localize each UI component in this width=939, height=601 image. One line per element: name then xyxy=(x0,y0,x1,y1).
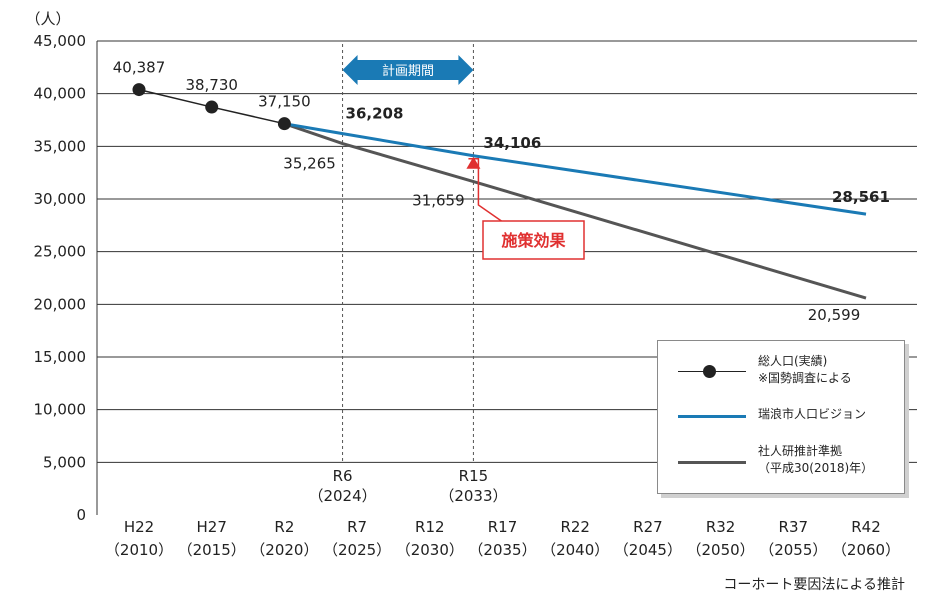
legend-label-vision: 瑞浪市人口ビジョン xyxy=(758,407,867,421)
y-tick-label: 40,000 xyxy=(34,85,87,103)
legend-label-ipss: 社人研推計準拠 xyxy=(758,444,843,458)
data-point xyxy=(205,100,219,114)
policy-effect: 施策効果 xyxy=(466,156,585,260)
x-tick-code: R22 xyxy=(560,518,590,536)
y-tick-label: 10,000 xyxy=(34,401,87,419)
data-label: 38,730 xyxy=(185,76,238,94)
x-tick-year: （2020） xyxy=(250,541,318,559)
y-tick-label: 20,000 xyxy=(34,295,87,313)
legend-label-actual: 総人口(実績) xyxy=(758,354,828,368)
data-label: 36,208 xyxy=(346,105,404,123)
x-tick-year: （2025） xyxy=(323,541,391,559)
legend-swatch-ipss xyxy=(678,461,746,464)
legend-item-vision: 瑞浪市人口ビジョン xyxy=(658,393,904,437)
legend: 総人口(実績) ※国勢調査による 瑞浪市人口ビジョン 社人研推計準拠 （平成30… xyxy=(657,340,905,494)
series-lines xyxy=(132,83,867,300)
x-tick-code: R32 xyxy=(706,518,736,536)
y-tick-label: 35,000 xyxy=(34,137,87,155)
series-line xyxy=(283,122,867,300)
plan-period-label: 計画期間 xyxy=(382,63,434,79)
plan-period-arrow xyxy=(342,55,474,85)
x-tick-year: （2010） xyxy=(105,541,173,559)
data-label: 35,265 xyxy=(283,155,336,173)
policy-effect-box xyxy=(482,220,585,260)
x-tick-code: R27 xyxy=(633,518,663,536)
x-tick-year: （2015） xyxy=(178,541,246,559)
y-tick-label: 15,000 xyxy=(34,348,87,366)
x-tick-year: （2050） xyxy=(687,541,755,559)
x-tick-year: （2030） xyxy=(396,541,464,559)
legend-item-actual: 総人口(実績) ※国勢調査による xyxy=(658,349,904,393)
y-axis-ticks: 0 5,000 10,000 15,000 20,000 25,000 30,000 35,0… xyxy=(34,32,87,524)
x-tick-year: （2035） xyxy=(468,541,536,559)
x-tick-year: （2045） xyxy=(614,541,682,559)
data-label: 34,106 xyxy=(483,134,541,152)
footnote: コーホート要因法による推計 xyxy=(723,577,905,593)
data-label: 20,599 xyxy=(808,306,861,324)
x-tick-code: R12 xyxy=(415,518,445,536)
data-label: 37,150 xyxy=(258,93,311,111)
x-tick-code: R37 xyxy=(779,518,809,536)
legend-note-actual: ※国勢調査による xyxy=(758,371,852,385)
x-tick-code: R7 xyxy=(347,518,367,536)
data-label: 40,387 xyxy=(113,59,166,77)
x-tick-code: H22 xyxy=(124,518,154,536)
data-labels: 40,387 38,730 37,150 36,208 34,106 28,561 35,2… xyxy=(113,59,890,324)
data-point xyxy=(132,83,146,97)
x-tick-year: （2055） xyxy=(759,541,827,559)
x-tick-code: R17 xyxy=(488,518,518,536)
x-tick-year: （2060） xyxy=(832,541,900,559)
plan-boundary-code: R6 xyxy=(333,467,353,485)
plan-boundary-year: （2024） xyxy=(308,487,376,505)
plan-boundary-year: （2033） xyxy=(439,487,507,505)
x-tick-code: H27 xyxy=(197,518,227,536)
y-unit-label: （人） xyxy=(25,10,70,28)
policy-effect-arrowhead xyxy=(466,156,481,169)
x-axis-ticks: H22 （2010） H27 （2015） R2 （2020） R7 （2025） R12 （20… xyxy=(105,518,900,559)
y-tick-label: 25,000 xyxy=(34,243,87,261)
plan-boundary-code: R15 xyxy=(459,467,489,485)
plan-period: R6 （2024） R15 （2033） 計画期間 xyxy=(308,44,508,505)
series-line xyxy=(284,122,867,216)
y-tick-label: 30,000 xyxy=(34,190,87,208)
x-tick-code: R42 xyxy=(851,518,881,536)
legend-note-ipss: （平成30(2018)年） xyxy=(758,461,874,475)
y-tick-label: 0 xyxy=(76,506,86,524)
data-label: 31,659 xyxy=(412,192,465,210)
y-tick-label: 5,000 xyxy=(43,453,86,471)
policy-effect-label: 施策効果 xyxy=(501,231,565,250)
y-tick-label: 45,000 xyxy=(34,32,87,50)
data-point xyxy=(277,117,291,131)
legend-item-ipss: 社人研推計準拠 （平成30(2018)年） xyxy=(658,439,904,483)
x-tick-code: R2 xyxy=(274,518,294,536)
data-label: 28,561 xyxy=(832,188,890,206)
legend-marker-actual xyxy=(703,364,716,378)
legend-swatch-vision xyxy=(678,415,746,418)
x-tick-year: （2040） xyxy=(541,541,609,559)
